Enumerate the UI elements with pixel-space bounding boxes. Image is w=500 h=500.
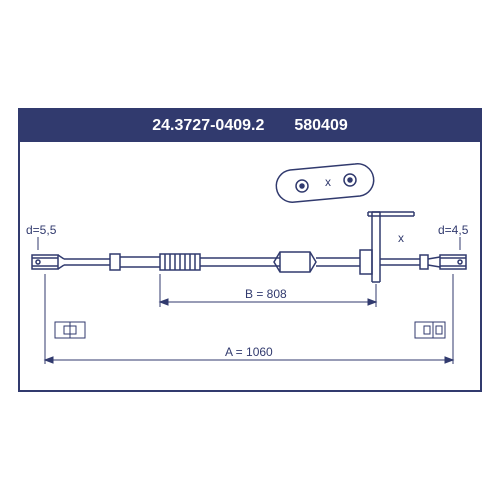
b-label: B = 808 bbox=[245, 287, 287, 301]
end-symbol-right bbox=[415, 274, 453, 338]
technical-drawing: x bbox=[20, 142, 480, 390]
title-bar: 24.3727-0409.2 580409 bbox=[20, 110, 480, 142]
part-number: 24.3727-0409.2 bbox=[152, 117, 264, 135]
a-label: A = 1060 bbox=[225, 345, 273, 359]
diagram-container: 24.3727-0409.2 580409 x bbox=[0, 0, 500, 500]
part-code: 580409 bbox=[294, 117, 347, 135]
end-symbol-left bbox=[45, 274, 85, 338]
bracket-label-x: x bbox=[325, 175, 331, 189]
drawing-frame: 24.3727-0409.2 580409 x bbox=[18, 108, 482, 392]
d-left-label: d=5,5 bbox=[26, 223, 57, 237]
assembly-label-x: x bbox=[398, 231, 404, 245]
cable-assembly bbox=[32, 212, 466, 282]
d-right-label: d=4,5 bbox=[438, 223, 469, 237]
